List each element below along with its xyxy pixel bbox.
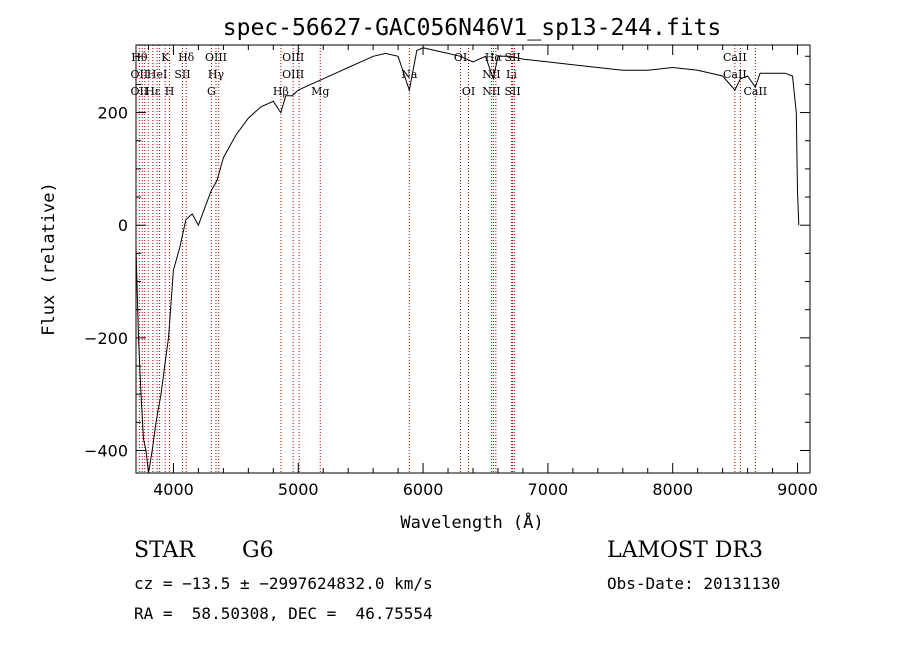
coordinates: RA = 58.50308, DEC = 46.75554 <box>134 604 433 623</box>
object-class: STAR <box>134 538 195 563</box>
line-label: OI <box>462 85 475 98</box>
x-tick-label: 4000 <box>153 480 194 499</box>
x-axis-ticks: 4000 5000 6000 7000 8000 9000 <box>147 45 818 499</box>
survey-name: LAMOST DR3 <box>607 538 763 563</box>
line-label: SII <box>504 85 520 98</box>
x-tick-label: 5000 <box>278 480 319 499</box>
y-tick-label: 200 <box>97 104 128 123</box>
y-axis-ticks: −400 −200 0 200 <box>84 55 810 460</box>
line-label: K <box>161 51 170 64</box>
line-label: Hθ <box>131 51 148 64</box>
line-label: Li <box>506 68 517 81</box>
plot-frame <box>135 44 811 474</box>
line-label: Hδ <box>178 51 195 64</box>
line-label: CaII <box>723 68 747 81</box>
line-label: SII <box>174 68 190 81</box>
redshift-text: cz = −13.5 ± −2997624832.0 km/s <box>134 574 433 593</box>
x-tick-label: 6000 <box>403 480 444 499</box>
x-tick-label: 7000 <box>528 480 569 499</box>
y-tick-label: 0 <box>118 216 128 235</box>
line-label: Hα <box>485 51 503 64</box>
x-tick-label: 9000 <box>777 480 818 499</box>
line-label: CaII <box>743 85 767 98</box>
obs-date: Obs-Date: 20131130 <box>607 574 781 593</box>
line-label: OIII <box>282 68 304 81</box>
object-subclass: G6 <box>242 538 274 563</box>
line-label: SII <box>504 51 520 64</box>
x-axis-label: Wavelength (Å) <box>400 511 543 533</box>
line-label: Hε <box>145 85 161 98</box>
line-label: OII <box>131 85 149 98</box>
spectral-line-labels: HθOIIOIIHεHeIKHSIIHδGOIIIHγHβOIIIOIIIMgN… <box>131 51 768 98</box>
y-axis-label: Flux (relative) <box>39 182 59 336</box>
line-label: Hβ <box>273 85 289 98</box>
line-label: H <box>165 85 175 98</box>
line-label: HeI <box>147 68 167 81</box>
line-label: CaII <box>723 51 747 64</box>
y-tick-label: −400 <box>84 441 128 460</box>
chart-title: spec-56627-GAC056N46V1_sp13-244.fits <box>223 15 722 41</box>
line-label: Hγ <box>208 68 225 81</box>
line-label: OI <box>454 51 467 64</box>
line-label: OIII <box>205 51 227 64</box>
line-label: OII <box>131 68 149 81</box>
line-label: OIII <box>282 51 304 64</box>
line-label: Mg <box>311 85 329 98</box>
spectral-line-markers <box>138 45 756 473</box>
line-label: NII <box>482 85 500 98</box>
x-tick-label: 8000 <box>652 480 693 499</box>
y-tick-label: −200 <box>84 329 128 348</box>
line-label: G <box>207 85 216 98</box>
spectrum-series-line <box>135 47 800 474</box>
